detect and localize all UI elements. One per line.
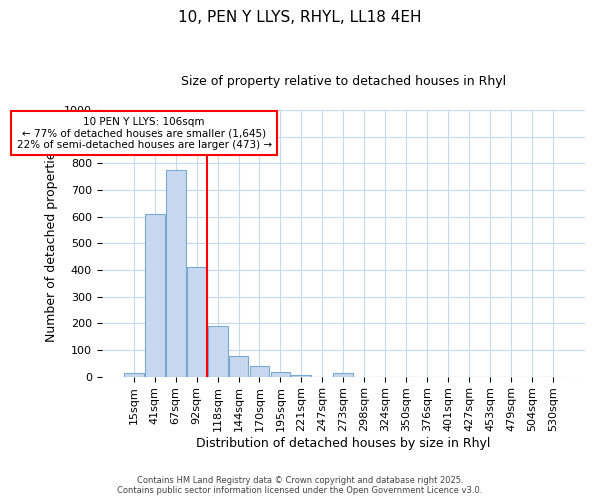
Bar [145, 214, 164, 376]
Y-axis label: Number of detached properties: Number of detached properties [46, 145, 58, 342]
Bar [250, 366, 269, 376]
Text: 10, PEN Y LLYS, RHYL, LL18 4EH: 10, PEN Y LLYS, RHYL, LL18 4EH [178, 10, 422, 25]
Bar [208, 326, 227, 376]
Bar [229, 356, 248, 376]
Text: 10 PEN Y LLYS: 106sqm
← 77% of detached houses are smaller (1,645)
22% of semi-d: 10 PEN Y LLYS: 106sqm ← 77% of detached … [17, 116, 272, 150]
Bar [187, 268, 206, 376]
Bar [166, 170, 185, 376]
Text: Contains HM Land Registry data © Crown copyright and database right 2025.
Contai: Contains HM Land Registry data © Crown c… [118, 476, 482, 495]
Bar [271, 372, 290, 376]
Bar [334, 374, 353, 376]
Bar [124, 373, 143, 376]
X-axis label: Distribution of detached houses by size in Rhyl: Distribution of detached houses by size … [196, 437, 491, 450]
Title: Size of property relative to detached houses in Rhyl: Size of property relative to detached ho… [181, 75, 506, 88]
